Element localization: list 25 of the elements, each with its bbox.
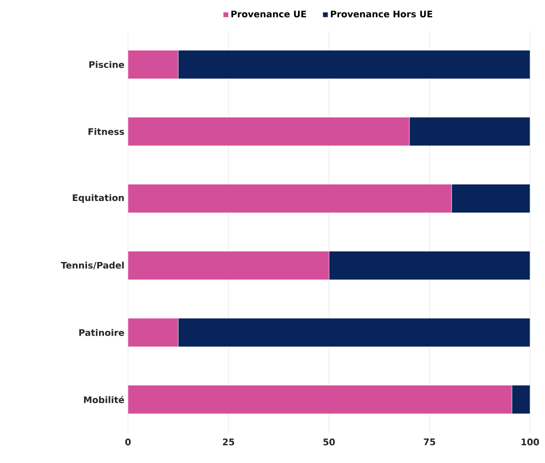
legend-label: Provenance UE <box>231 10 306 18</box>
bar <box>128 117 410 146</box>
x-tick-label: 75 <box>424 438 436 446</box>
bar <box>128 318 178 347</box>
x-tick-label: 100 <box>522 438 539 446</box>
y-tick-label: Tennis/Padel <box>60 262 124 270</box>
y-tick-label: Patinoire <box>79 329 124 336</box>
x-tick-label: 25 <box>222 438 234 446</box>
y-tick-label: Equitation <box>72 194 124 203</box>
bar <box>128 184 452 213</box>
bar <box>128 385 512 414</box>
y-tick-label: Fitness <box>88 128 124 135</box>
bar <box>178 50 530 79</box>
y-tick-label: Mobilité <box>84 396 124 404</box>
bar <box>128 50 178 79</box>
bar <box>512 385 530 414</box>
bar <box>409 117 530 146</box>
legend-label: Provenance Hors UE <box>330 10 432 18</box>
bar <box>451 184 530 213</box>
bar <box>128 251 330 280</box>
bar <box>328 251 530 280</box>
x-tick-label: 0 <box>125 438 131 446</box>
x-tick-label: 50 <box>323 438 335 446</box>
bar <box>178 318 530 347</box>
y-tick-label: Piscine <box>89 61 124 68</box>
